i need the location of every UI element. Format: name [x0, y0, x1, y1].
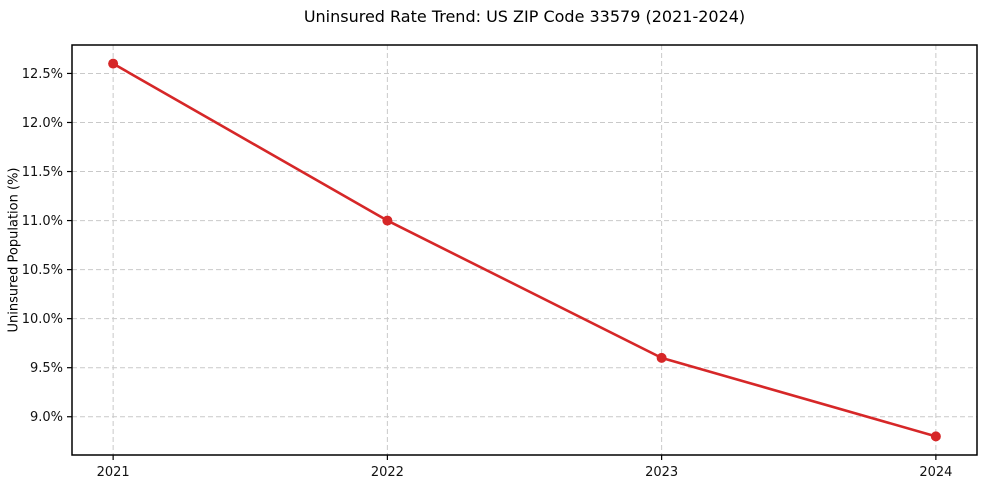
plot-border: [71, 44, 978, 456]
data-point-marker: [656, 352, 667, 363]
x-tick-label: 2023: [645, 465, 678, 480]
y-tick-label: 11.5%: [22, 165, 63, 180]
y-tick-label: 11.0%: [22, 214, 63, 229]
trend-line: [111, 62, 938, 438]
y-tick-label: 10.0%: [22, 312, 63, 327]
data-point-marker: [930, 431, 941, 442]
data-point-marker: [108, 58, 119, 69]
y-tick-label: 12.0%: [22, 116, 63, 131]
x-tick-label: 2024: [919, 465, 952, 480]
x-tick-label: 2021: [97, 465, 130, 480]
x-tick-label: 2022: [371, 465, 404, 480]
y-tick-label: 9.0%: [30, 410, 63, 425]
y-tick-label: 12.5%: [22, 67, 63, 82]
chart-title: Uninsured Rate Trend: US ZIP Code 33579 …: [303, 7, 746, 26]
data-point-marker: [382, 215, 393, 226]
y-tick-label: 9.5%: [30, 361, 63, 376]
y-tick-label: 10.5%: [22, 263, 63, 278]
